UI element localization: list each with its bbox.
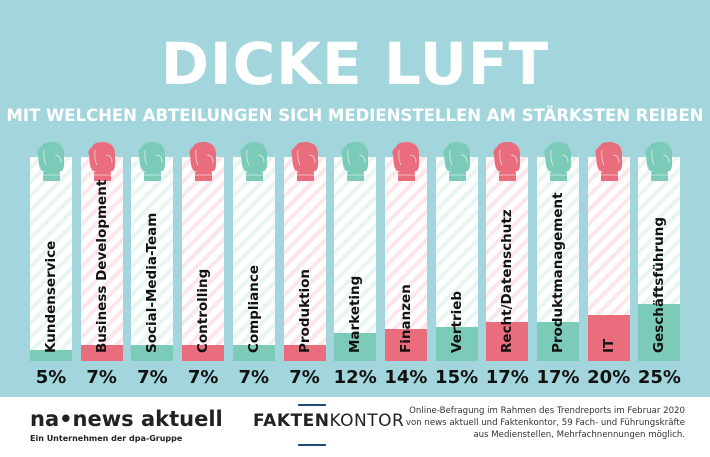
category-label: Vertrieb [448,290,465,353]
value-label: 14% [384,367,428,388]
category-label: Geschäftsführung [651,217,668,353]
category-label: Compliance [245,264,262,353]
faktenkontor-bracket [298,404,326,446]
boxing-glove-icon [37,142,64,181]
value-label: 25% [637,367,681,388]
bar [334,333,377,361]
category-label: Produktmanagement [550,192,566,353]
news-aktuell-logo: na•news aktuell [30,407,223,431]
category-label: Recht/Datenschutz [499,209,516,353]
bar [384,328,427,361]
boxing-glove-icon [544,142,571,181]
boxing-glove-icon [88,142,115,181]
value-label: 5% [35,367,67,388]
bar-column: Geschäftsführung [638,142,681,361]
bar-column: Controlling [182,142,225,361]
bar [435,326,478,361]
category-label: Produktion [296,268,313,353]
bar [30,349,72,361]
bar-column: Produktion [283,142,326,361]
boxing-glove-icon [290,142,318,181]
category-label: Finanzen [397,284,414,353]
bar-column: Vertrieb [435,142,478,361]
bar [131,344,174,361]
chart-subtitle: MIT WELCHEN ABTEILUNGEN SICH MEDIENSTELL… [6,106,704,125]
boxing-glove-icon [240,142,267,181]
boxing-glove-icon [595,142,622,181]
bar [587,315,630,361]
bar-column: Finanzen [384,142,427,361]
value-label: 20% [587,367,631,388]
category-label: Kundenservice [43,240,59,353]
bar-column: Social-Media-Team [131,142,174,361]
boxing-glove-icon [645,142,673,181]
bar-column: Produktmanagement [537,142,579,361]
value-label: 7% [137,367,168,388]
value-label: 17% [485,367,529,388]
bar-column: Recht/Datenschutz [486,142,529,361]
value-label: 12% [333,367,377,388]
category-label: IT [600,338,617,353]
chart-title: DICKE LUFT [160,30,550,98]
footer: na•news aktuell Ein Unternehmen der dpa-… [0,397,710,457]
category-label: Marketing [347,275,364,353]
category-label: Controlling [195,268,212,353]
bar [486,321,529,361]
value-label: 7% [86,367,117,388]
boxing-glove-icon [138,142,166,181]
bar-column: Business Development [80,142,123,361]
value-label: 7% [289,367,320,388]
news-aktuell-tagline: Ein Unternehmen der dpa-Gruppe [30,434,183,443]
bar-column: Compliance [232,142,275,361]
bar-column: Marketing [334,142,377,361]
value-label: 7% [187,367,219,388]
bar [80,344,123,361]
boxing-glove-icon [341,142,369,181]
category-label: Social-Media-Team [144,212,161,353]
faktenkontor-logo: FAKTENKONTOR [253,411,404,431]
boxing-glove-icon [392,142,419,181]
bar-column: Kundenservice [30,142,72,361]
category-label: Business Development [93,179,110,353]
bar [232,344,275,361]
bar-column: IT [587,142,630,361]
bar [283,344,326,361]
value-label: 15% [435,367,479,388]
value-label: 7% [238,367,270,388]
value-label: 17% [536,367,580,388]
bar [537,321,579,361]
survey-note: Online-Befragung im Rahmen des Trendrepo… [405,406,685,440]
boxing-glove-icon [443,142,470,181]
boxing-glove-icon [493,142,521,181]
faktenkontor-logo-bold: FAKTEN [253,411,330,431]
faktenkontor-logo-light: KONTOR [329,411,405,431]
bar [182,344,225,361]
boxing-glove-icon [189,142,217,181]
bar [638,303,681,361]
